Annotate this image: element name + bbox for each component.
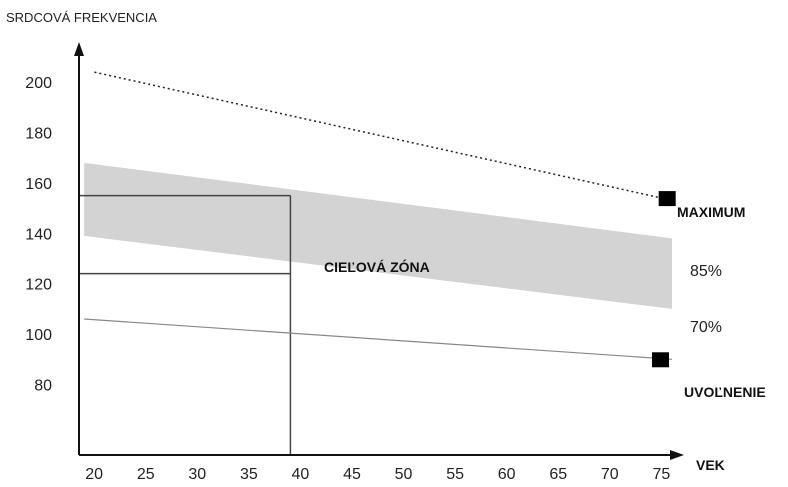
x-tick-label: 60 xyxy=(498,466,516,483)
maximum-line xyxy=(94,71,662,199)
x-tick-label: 65 xyxy=(549,466,567,483)
target-zone-band xyxy=(84,162,673,309)
y-tick-label: 120 xyxy=(25,277,52,294)
x-tick-label: 70 xyxy=(601,466,619,483)
y-tick-label: 160 xyxy=(25,176,52,193)
y-tick-label: 140 xyxy=(25,226,52,243)
x-tick-label: 50 xyxy=(395,466,413,483)
rest-label: UVOĽNENIE xyxy=(684,384,766,400)
pct-70-label: 70% xyxy=(690,319,722,336)
y-axis-label: SRDCOVÁ FREKVENCIA xyxy=(6,10,157,25)
x-tick-label: 45 xyxy=(343,466,361,483)
x-tick-label: 25 xyxy=(137,466,155,483)
x-tick-label: 35 xyxy=(240,466,258,483)
maximum-label: MAXIMUM xyxy=(677,204,745,220)
rest-marker xyxy=(652,352,669,368)
rest-line xyxy=(84,318,673,360)
maximum-marker xyxy=(658,191,676,207)
x-tick-label: 75 xyxy=(652,466,670,483)
y-tick-label: 200 xyxy=(25,75,52,92)
y-tick-label: 180 xyxy=(25,126,52,143)
x-axis-label: VEK xyxy=(696,457,725,473)
x-tick-label: 30 xyxy=(188,466,206,483)
x-tick-label: 20 xyxy=(85,466,103,483)
y-tick-label: 80 xyxy=(34,377,52,394)
y-axis-arrow xyxy=(74,42,84,56)
x-tick-label: 55 xyxy=(446,466,464,483)
y-tick-label: 100 xyxy=(25,327,52,344)
target-zone-label: CIEĽOVÁ ZÓNA xyxy=(324,258,430,275)
x-tick-label: 40 xyxy=(292,466,310,483)
x-axis-arrow xyxy=(670,450,684,460)
pct-85-label: 85% xyxy=(690,263,722,280)
